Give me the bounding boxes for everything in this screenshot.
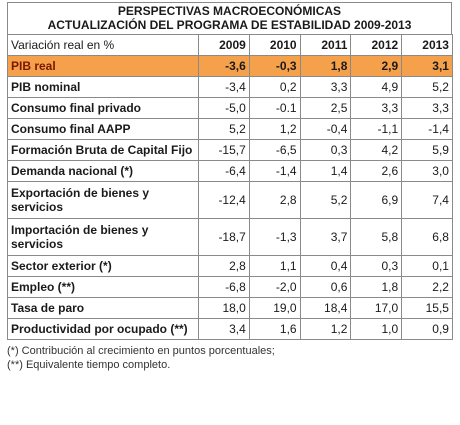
cell-value: 18,0 [198,297,250,319]
header-year: 2009 [198,34,250,56]
footnotes: (*) Contribución al crecimiento en punto… [7,344,452,372]
header-row: Variación real en % 2009 2010 2011 2012 … [7,34,453,56]
row-label: Consumo final privado [7,97,199,119]
row-label: Exportación de bienes y servicios [7,181,199,219]
cell-value: 0,6 [299,276,352,298]
cell-value: 3,7 [299,218,352,256]
cell-value: 4,9 [350,76,403,98]
cell-value: 5,8 [350,218,403,256]
table-row: PIB nominal -3,4 0,2 3,3 4,9 5,2 [7,76,453,98]
row-label: Sector exterior (*) [7,255,199,277]
row-label: Formación Bruta de Capital Fijo [7,139,199,161]
cell-value: 3,0 [401,160,453,182]
cell-value: 1,8 [350,276,403,298]
cell-value: 1,8 [299,55,352,77]
cell-value: 0,3 [350,255,403,277]
cell-value: 1,6 [248,318,301,340]
table-row-pib-real: PIB real -3,6 -0,3 1,8 2,9 3,1 [7,55,453,77]
cell-value: 3,1 [401,55,453,77]
cell-value: 0,9 [401,318,453,340]
header-label: Variación real en % [7,34,199,56]
cell-value: 15,5 [401,297,453,319]
cell-value: 7,4 [401,181,453,219]
row-label: Productividad por ocupado (**) [7,318,199,340]
cell-value: -2,0 [248,276,301,298]
table-row: Exportación de bienes y servicios -12,4 … [7,181,453,219]
cell-value: 5,2 [198,118,250,140]
cell-value: 0,3 [299,139,352,161]
header-year: 2013 [401,34,453,56]
cell-value: 6,8 [401,218,453,256]
cell-value: 0,4 [299,255,352,277]
macro-table-container: PERSPECTIVAS MACROECONÓMICAS ACTUALIZACI… [7,2,453,372]
table-row: Sector exterior (*) 2,8 1,1 0,4 0,3 0,1 [7,255,453,277]
cell-value: 1,2 [248,118,301,140]
header-year: 2010 [248,34,301,56]
cell-value: 2,5 [299,97,352,119]
cell-value: -5,0 [198,97,250,119]
table-row: Tasa de paro 18,0 19,0 18,4 17,0 15,5 [7,297,453,319]
cell-value: 3,3 [299,76,352,98]
cell-value: 19,0 [248,297,301,319]
cell-value: -6,4 [198,160,250,182]
cell-value: 6,9 [350,181,403,219]
cell-value: -3,6 [198,55,250,77]
cell-value: -1,4 [248,160,301,182]
cell-value: -12,4 [198,181,250,219]
cell-value: 5,2 [401,76,453,98]
cell-value: -0,3 [248,55,301,77]
cell-value: -1,3 [248,218,301,256]
cell-value: 2,6 [350,160,403,182]
cell-value: 17,0 [350,297,403,319]
row-label: Consumo final AAPP [7,118,199,140]
cell-value: -1,4 [401,118,453,140]
cell-value: 3,3 [401,97,453,119]
title-line-2: ACTUALIZACIÓN DEL PROGRAMA DE ESTABILIDA… [47,18,412,32]
row-label: Empleo (**) [7,276,199,298]
cell-value: 3,4 [198,318,250,340]
footnote: (**) Equivalente tiempo completo. [7,359,171,371]
cell-value: 0,1 [401,255,453,277]
table-row: Empleo (**) -6,8 -2,0 0,6 1,8 2,2 [7,276,453,298]
header-year: 2011 [299,34,352,56]
table-row: Formación Bruta de Capital Fijo -15,7 -6… [7,139,453,161]
row-label: Importación de bienes y servicios [7,218,199,256]
cell-value: 2,8 [198,255,250,277]
cell-value: 2,8 [248,181,301,219]
table-row: Importación de bienes y servicios -18,7 … [7,218,453,256]
cell-value: 1,1 [248,255,301,277]
cell-value: -3,4 [198,76,250,98]
cell-value: 1,4 [299,160,352,182]
cell-value: 5,2 [299,181,352,219]
cell-value: -15,7 [198,139,250,161]
cell-value: 1,2 [299,318,352,340]
table-row: Productividad por ocupado (**) 3,4 1,6 1… [7,318,453,340]
cell-value: 2,2 [401,276,453,298]
title-line-1: PERSPECTIVAS MACROECONÓMICAS [117,4,342,18]
cell-value: 4,2 [350,139,403,161]
table-row: Consumo final privado -5,0 -0.1 2,5 3,3 … [7,97,453,119]
cell-value: -6,5 [248,139,301,161]
cell-value: -6,8 [198,276,250,298]
cell-value: -0.1 [248,97,301,119]
row-label: PIB nominal [7,76,199,98]
macro-table: Variación real en % 2009 2010 2011 2012 … [7,34,453,340]
cell-value: 0,2 [248,76,301,98]
footnote: (*) Contribución al crecimiento en punto… [7,345,275,357]
cell-value: 18,4 [299,297,352,319]
cell-value: -18,7 [198,218,250,256]
cell-value: 3,3 [350,97,403,119]
cell-value: 5,9 [401,139,453,161]
header-year: 2012 [350,34,403,56]
table-row: Consumo final AAPP 5,2 1,2 -0,4 -1,1 -1,… [7,118,453,140]
cell-value: -1,1 [350,118,403,140]
cell-value: 2,9 [350,55,403,77]
cell-value: 1,0 [350,318,403,340]
table-title: PERSPECTIVAS MACROECONÓMICAS ACTUALIZACI… [7,2,452,34]
row-label: Demanda nacional (*) [7,160,199,182]
row-label: PIB real [7,55,199,77]
cell-value: -0,4 [299,118,352,140]
table-row: Demanda nacional (*) -6,4 -1,4 1,4 2,6 3… [7,160,453,182]
row-label: Tasa de paro [7,297,199,319]
